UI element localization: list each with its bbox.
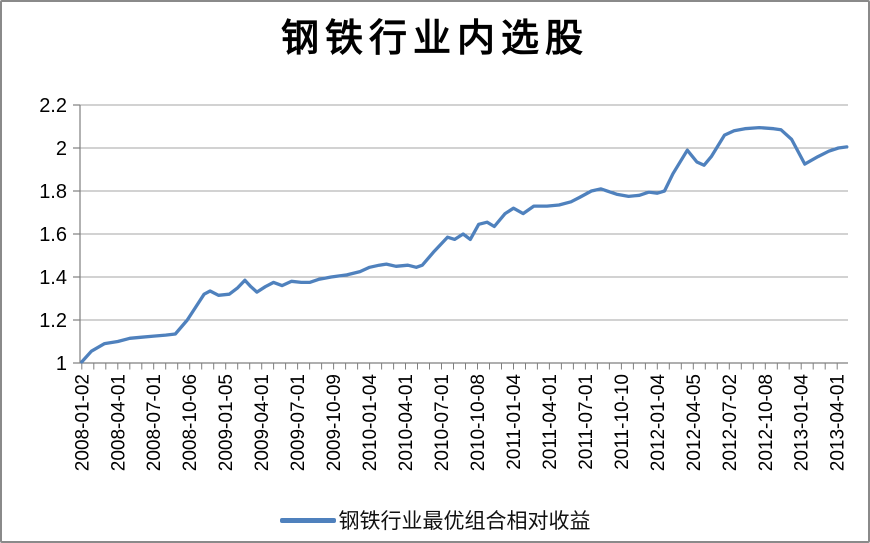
x-tick-label: 2013-01-04	[792, 374, 813, 472]
x-tick-label: 2008-10-06	[180, 374, 201, 471]
x-tick-label: 2008-04-01	[108, 374, 129, 471]
y-tick-label: 1.6	[39, 224, 67, 246]
y-tick-label: 1.8	[39, 181, 67, 203]
x-tick-label: 2013-04-01	[828, 374, 849, 471]
x-tick-label: 2010-04-01	[396, 374, 417, 471]
y-tick-label: 1	[56, 353, 67, 375]
series-line	[80, 125, 849, 364]
x-tick-label: 2009-07-01	[288, 374, 309, 471]
x-tick-label: 2009-10-09	[324, 374, 345, 471]
x-tick-label: 2010-07-01	[432, 374, 453, 471]
x-tick-label: 2008-01-02	[72, 374, 93, 471]
x-tick-label: 2010-01-04	[360, 374, 381, 472]
legend-line-swatch	[279, 517, 336, 523]
chart-title: 钢铁行业内选股	[280, 18, 589, 60]
x-tick-label: 2012-07-02	[720, 374, 741, 471]
x-tick-label: 2009-04-01	[252, 374, 273, 471]
y-tick-label: 2	[56, 138, 67, 160]
x-tick-label: 2012-04-05	[684, 374, 705, 471]
x-tick-label: 2011-04-01	[540, 374, 561, 470]
y-tick-label: 1.4	[39, 267, 67, 289]
x-tick-label: 2012-01-04	[648, 374, 669, 472]
legend: 钢铁行业最优组合相对收益	[2, 505, 868, 535]
y-tick-label: 1.2	[39, 310, 67, 332]
y-tick-label: 2.2	[39, 95, 67, 117]
x-tick-label: 2012-10-08	[756, 374, 777, 471]
x-tick-label: 2009-01-05	[216, 374, 237, 471]
x-tick-label: 2010-10-08	[468, 374, 489, 471]
x-tick-label: 2011-07-01	[576, 374, 597, 470]
x-tick-label: 2008-07-01	[144, 374, 165, 471]
legend-label: 钢铁行业最优组合相对收益	[338, 510, 591, 533]
x-tick-label: 2011-10-10	[612, 374, 633, 470]
x-tick-label: 2011-01-04	[504, 374, 525, 470]
